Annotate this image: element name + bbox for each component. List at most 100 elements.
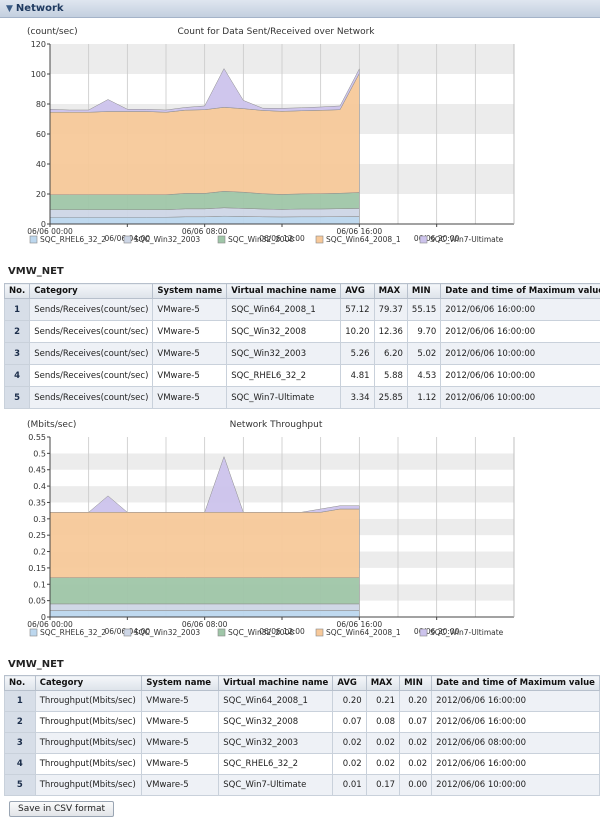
table-cell: 0.00 (399, 774, 433, 796)
legend-label: SQC_Win32_2003 (134, 235, 200, 244)
column-header[interactable]: No. (3, 283, 31, 299)
table-cell: 0.08 (365, 711, 401, 733)
table-cell: 1 (4, 690, 36, 712)
table-cell: 0.07 (399, 711, 433, 733)
table-row[interactable]: 1 Throughput(Mbits/sec) VMware-5 SQC_Win64_… (4, 690, 600, 712)
table-cell: 0.07 (332, 711, 367, 733)
column-header[interactable]: AVG (340, 283, 375, 299)
table-cell: Throughput(Mbits/sec) (34, 732, 143, 754)
y-tick-label: 40 (36, 160, 46, 169)
y-tick-label: 0.55 (28, 433, 46, 442)
legend-swatch (315, 628, 324, 637)
table-cell: 3 (3, 342, 31, 365)
column-header[interactable]: Virtual machine name (218, 675, 334, 691)
save-csv-button[interactable]: Save in CSV format (9, 801, 115, 817)
table-row[interactable]: 2 Sends/Receives(count/sec) VMware-5 SQC_Wi… (3, 320, 600, 343)
y-tick-label: 0.15 (28, 564, 46, 573)
legend-swatch (123, 628, 132, 637)
table-row[interactable]: 4 Throughput(Mbits/sec) VMware-5 SQC_RHEL6_… (4, 753, 600, 775)
table-cell: 0.21 (365, 690, 401, 712)
table-cell: Sends/Receives(count/sec) (29, 298, 154, 321)
table-cell: Sends/Receives(count/sec) (29, 386, 154, 409)
column-header[interactable]: MAX (373, 283, 408, 299)
table-cell: VMware-5 (152, 386, 228, 409)
table-cell: 55.15 (406, 298, 442, 321)
table-cell: 0.02 (332, 753, 367, 775)
column-header[interactable]: Category (29, 283, 154, 299)
y-tick-label: 0.45 (28, 466, 46, 475)
column-header[interactable]: System name (152, 283, 228, 299)
network-section-header[interactable]: ▼ Network (0, 0, 600, 18)
table-cell: Throughput(Mbits/sec) (34, 690, 143, 712)
vmw-net-count-table: No. Category System name Virtual machine na… (3, 283, 600, 409)
column-header[interactable]: AVG (332, 675, 367, 691)
table-cell: 4.53 (406, 364, 442, 387)
collapse-triangle-icon[interactable]: ▼ (6, 4, 13, 14)
table-title: VMW_NET (8, 659, 64, 670)
legend-label: SQC_Win7-Ultimate (430, 235, 504, 244)
y-tick-label: 0.4 (33, 482, 46, 491)
column-header[interactable]: MIN (406, 283, 442, 299)
table-cell: SQC_RHEL6_32_2 (226, 364, 342, 387)
column-header[interactable]: Date and time of Maximum value (431, 675, 600, 691)
table-row[interactable]: 3 Sends/Receives(count/sec) VMware-5 SQC_Wi… (3, 342, 600, 365)
y-tick-label: 0.2 (33, 548, 46, 557)
legend-swatch (217, 235, 226, 244)
x-tick-label: 06/06 00:00 (27, 227, 73, 236)
table-cell: 4 (4, 753, 36, 775)
table-cell: 0.02 (399, 732, 433, 754)
chart-title: Count for Data Sent/Received over Networ… (177, 27, 375, 37)
table-cell: Throughput(Mbits/sec) (34, 774, 143, 796)
table-row[interactable]: 1 Sends/Receives(count/sec) VMware-5 SQC_Wi… (3, 298, 600, 321)
column-header[interactable]: Date and time of Maximum value (440, 283, 600, 299)
table-cell: 0.20 (399, 690, 433, 712)
column-header[interactable]: No. (4, 675, 36, 691)
series-area-sqc-win64-2008-1 (49, 508, 360, 578)
table-row[interactable]: 5 Throughput(Mbits/sec) VMware-5 SQC_Win7-U… (4, 774, 600, 796)
series-area-sqc-win32-2003 (49, 603, 360, 611)
chart-unit-label: (count/sec) (27, 27, 78, 37)
throughput-chart: (Mbits/sec) Network Throughput 0 0.05 0.1 0… (0, 414, 600, 644)
chart-title: Network Throughput (230, 420, 323, 430)
column-header[interactable]: MAX (365, 675, 401, 691)
legend-label: SQC_Win32_2003 (134, 628, 200, 637)
y-tick-label: 0.25 (28, 531, 46, 540)
table-row[interactable]: 4 Sends/Receives(count/sec) VMware-5 SQC_RH… (3, 364, 600, 387)
table-cell: 6.20 (373, 342, 408, 365)
table-cell: VMware-5 (141, 774, 220, 796)
table-header-row: No. Category System name Virtual machine na… (4, 675, 600, 691)
x-tick-label: 06/06 16:00 (337, 620, 383, 629)
column-header[interactable]: MIN (399, 675, 433, 691)
table-cell: 0.02 (332, 732, 367, 754)
y-tick-label: 0.05 (28, 597, 46, 606)
legend-swatch (29, 235, 38, 244)
column-header[interactable]: System name (141, 675, 220, 691)
legend-label: SQC_Win32_2008 (228, 235, 294, 244)
table-cell: 2012/06/06 16:00:00 (440, 320, 600, 343)
legend-swatch (29, 628, 38, 637)
column-header[interactable]: Category (34, 675, 143, 691)
table-cell: 5 (4, 774, 36, 796)
table-title: VMW_NET (8, 266, 64, 277)
y-tick-label: 20 (36, 190, 46, 199)
table-row[interactable]: 2 Throughput(Mbits/sec) VMware-5 SQC_Win32_… (4, 711, 600, 733)
table-cell: 2012/06/06 10:00:00 (440, 386, 600, 409)
count-chart: (count/sec) Count for Data Sent/Received… (0, 20, 600, 252)
table-row[interactable]: 5 Sends/Receives(count/sec) VMware-5 SQC_Wi… (3, 386, 600, 409)
x-tick-label: 06/06 12:00 (259, 627, 305, 636)
legend-label: SQC_Win7-Ultimate (430, 628, 504, 637)
y-tick-label: 100 (31, 70, 46, 79)
y-tick-label: 0.1 (33, 580, 46, 589)
legend-swatch (419, 235, 428, 244)
table-cell: SQC_Win7-Ultimate (226, 386, 342, 409)
y-tick-label: 120 (31, 40, 46, 49)
table-cell: 9.70 (406, 320, 442, 343)
table-cell: 2012/06/06 16:00:00 (431, 690, 600, 712)
table-row[interactable]: 3 Throughput(Mbits/sec) VMware-5 SQC_Win32_… (4, 732, 600, 754)
x-tick-label: 06/06 20:00 (414, 234, 460, 243)
table-cell: 5.26 (340, 342, 375, 365)
column-header[interactable]: Virtual machine name (226, 283, 342, 299)
x-tick-label: 06/06 08:00 (182, 227, 228, 236)
table-cell: 79.37 (373, 298, 408, 321)
table-cell: VMware-5 (141, 711, 220, 733)
